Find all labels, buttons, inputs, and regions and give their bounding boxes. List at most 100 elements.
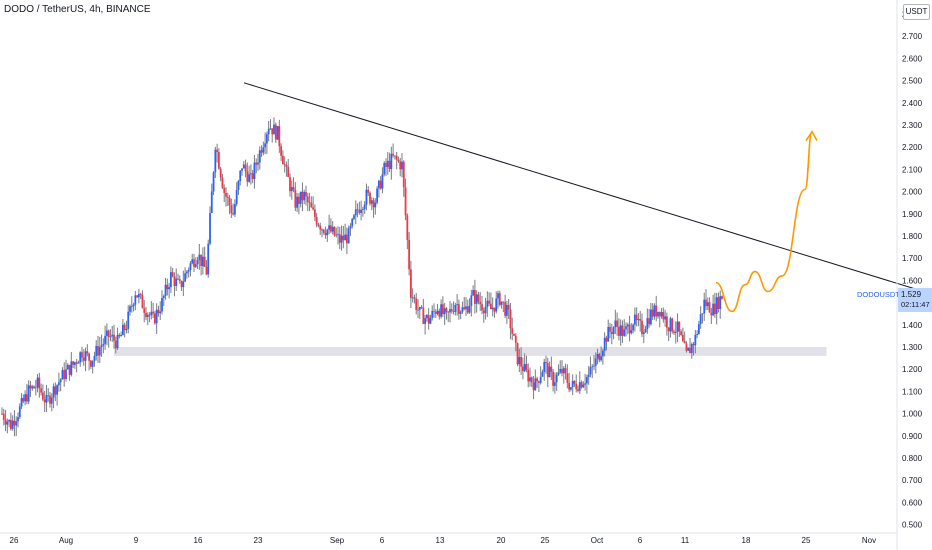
support-zone xyxy=(113,347,827,356)
candle-up xyxy=(456,304,459,305)
candle-up xyxy=(127,311,130,329)
candle-down xyxy=(406,215,409,240)
candle-down xyxy=(580,382,583,388)
candle-up xyxy=(258,150,261,163)
candle-up xyxy=(582,384,585,388)
candle-down xyxy=(107,330,110,337)
last-price-value: 1.529 xyxy=(901,290,922,299)
candle-down xyxy=(564,368,567,374)
candle-down xyxy=(546,363,549,378)
candle-down xyxy=(527,369,530,382)
candle-up xyxy=(209,213,211,244)
candle-down xyxy=(573,380,576,384)
candle-up xyxy=(676,321,679,332)
candle-down xyxy=(9,420,12,429)
candle-up xyxy=(377,180,380,189)
candle-up xyxy=(125,328,128,331)
candle-down xyxy=(226,196,229,198)
candle-up xyxy=(121,324,124,336)
candle-up xyxy=(701,313,704,315)
candle-up xyxy=(95,346,98,356)
candle-up xyxy=(175,278,178,286)
y-tick-label: 1.100 xyxy=(902,387,923,396)
candle-up xyxy=(351,218,354,227)
candle-down xyxy=(25,394,28,402)
candle-down xyxy=(550,366,553,372)
x-tick-label: Sep xyxy=(330,536,345,545)
candle-up xyxy=(265,134,268,144)
candle-down xyxy=(143,308,146,313)
x-tick-label: Aug xyxy=(59,536,73,545)
candle-up xyxy=(578,382,581,391)
candle-up xyxy=(59,379,62,383)
candle-up xyxy=(235,189,238,205)
projection-path[interactable] xyxy=(715,130,813,313)
candle-up xyxy=(674,331,677,333)
candle-up xyxy=(518,357,521,365)
candle-down xyxy=(463,307,466,310)
candle-up xyxy=(290,187,293,192)
candle-down xyxy=(536,378,539,382)
candle-down xyxy=(598,353,601,361)
candle-down xyxy=(385,162,387,168)
candle-down xyxy=(502,301,505,303)
candle-down xyxy=(225,192,227,197)
candle-up xyxy=(105,330,108,336)
candle-up xyxy=(429,317,432,324)
candle-up xyxy=(557,372,560,375)
candle-down xyxy=(367,189,370,193)
currency-unit-button[interactable]: USDT xyxy=(903,4,930,20)
candle-down xyxy=(621,325,624,336)
candle-up xyxy=(491,307,494,310)
candle-up xyxy=(497,293,499,299)
candle-up xyxy=(210,191,213,214)
candle-down xyxy=(301,191,304,201)
candle-up xyxy=(694,334,697,346)
candle-up xyxy=(17,417,19,422)
candle-up xyxy=(465,306,467,310)
candle-up xyxy=(642,332,645,335)
x-tick-label: 6 xyxy=(638,536,643,545)
candle-down xyxy=(683,341,686,344)
candle-up xyxy=(601,350,604,357)
candle-up xyxy=(584,383,587,385)
candle-up xyxy=(657,311,659,317)
candle-down xyxy=(525,364,528,370)
time-axis[interactable]: 26 Aug 9 16 23 Sep 6 13 20 25 Oct 6 11 18 25 Nov xyxy=(0,532,897,545)
last-price-tag: 1.529 02:11:47 xyxy=(898,288,932,312)
candle-down xyxy=(388,160,391,169)
y-tick-label: 2.300 xyxy=(902,121,923,130)
candle-up xyxy=(436,310,439,314)
trendline[interactable] xyxy=(243,82,932,309)
y-tick-label: 1.900 xyxy=(902,210,923,219)
candle-up xyxy=(614,320,617,328)
candle-down xyxy=(356,209,359,211)
candle-up xyxy=(626,324,629,327)
candle-down xyxy=(481,304,483,311)
candle-up xyxy=(93,355,96,361)
x-tick-label: 9 xyxy=(134,536,139,545)
candle-down xyxy=(673,331,675,333)
candle-down xyxy=(228,197,231,206)
candle-down xyxy=(274,124,277,140)
candle-up xyxy=(712,303,715,316)
y-tick-label: 1.200 xyxy=(902,365,923,374)
candle-up xyxy=(699,314,702,325)
candle-up xyxy=(365,189,368,205)
candle-down xyxy=(319,225,322,230)
candle-up xyxy=(505,304,508,316)
candle-down xyxy=(537,381,540,383)
candle-down xyxy=(681,334,684,342)
candle-up xyxy=(20,398,23,407)
price-axis[interactable]: 2.8002.7002.6002.5002.4002.3002.2002.100… xyxy=(896,0,923,550)
candle-down xyxy=(685,343,688,351)
candle-up xyxy=(303,191,306,201)
candle-up xyxy=(196,260,199,265)
candle-down xyxy=(136,295,139,298)
candle-down xyxy=(148,314,151,316)
candle-down xyxy=(232,213,235,215)
candle-down xyxy=(113,334,115,341)
candle-down xyxy=(413,297,416,299)
candle-up xyxy=(449,309,451,313)
